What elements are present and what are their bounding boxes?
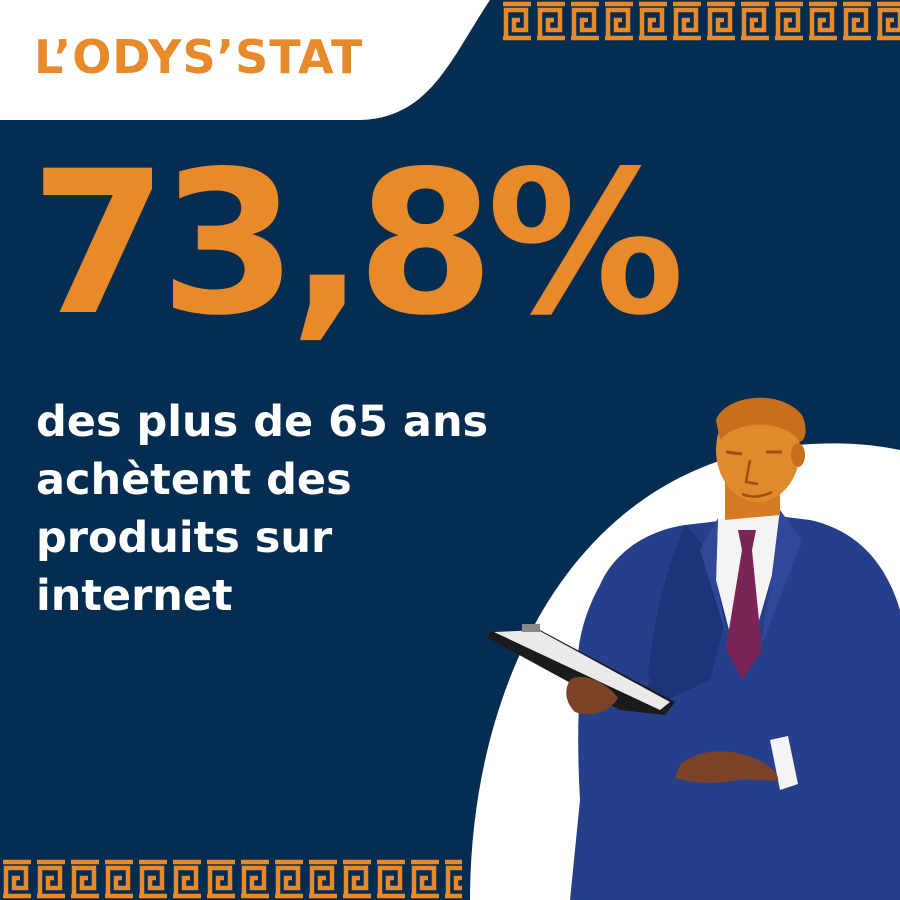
caption-line: internet [36, 571, 233, 621]
greek-key-border-bottom [0, 858, 462, 900]
stat-value: 73,8% [30, 128, 685, 359]
clipboard-prop [488, 624, 675, 715]
brand-logo: L’ODYS’STAT [34, 30, 364, 84]
caption-line: produits sur [36, 513, 333, 563]
caption-line: des plus de 65 ans [36, 397, 489, 447]
businessman-statue-illustration [488, 397, 900, 900]
greek-key-border-top [500, 0, 900, 42]
suit-jacket [570, 515, 900, 900]
caption-line: achètent des [36, 455, 352, 505]
stat-caption: des plus de 65 ans achètent des produits… [36, 393, 506, 625]
open-hand [675, 751, 779, 783]
tie [726, 530, 762, 680]
